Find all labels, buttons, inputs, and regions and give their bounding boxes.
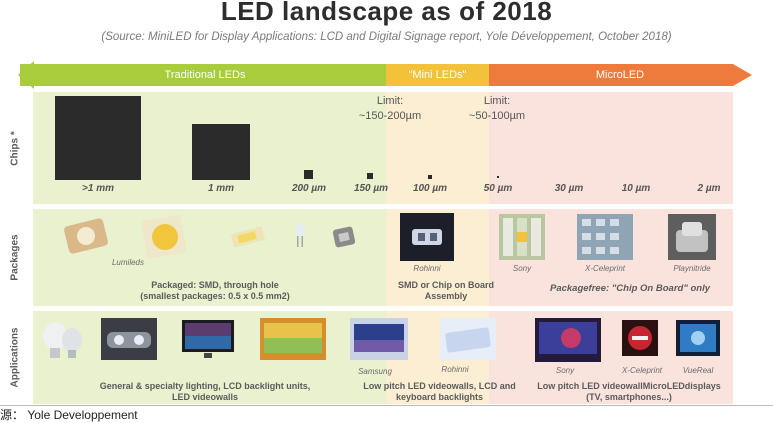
small-package-image bbox=[332, 226, 356, 248]
through-hole-led-image bbox=[295, 223, 305, 247]
limit-micro: Limit: ~50-100µm bbox=[468, 95, 526, 122]
chip-1mm bbox=[192, 124, 250, 180]
tv-image bbox=[182, 320, 234, 358]
chip-size-label: 1 mm bbox=[207, 183, 235, 194]
videowall-image bbox=[260, 318, 326, 360]
chips-zone-mini bbox=[386, 92, 489, 204]
label-traditional: Traditional LEDs bbox=[164, 69, 246, 81]
mini-videowall-image bbox=[350, 318, 408, 360]
smd-package-image bbox=[231, 226, 265, 248]
label-mini: "Mini LEDs" bbox=[408, 69, 467, 81]
application-caption: Rohinni bbox=[441, 365, 469, 374]
footer-source: 源： Yole Developpement bbox=[0, 408, 138, 422]
cob-package-image bbox=[141, 215, 187, 259]
chip-100um bbox=[428, 175, 432, 179]
package-caption: Sony bbox=[512, 264, 532, 273]
package-caption: Playnitride bbox=[673, 264, 711, 273]
label-micro: MicroLED bbox=[595, 69, 645, 81]
package-caption: Rohinni bbox=[413, 264, 441, 273]
arrow-right-head bbox=[733, 64, 752, 86]
micro-led-array-image bbox=[499, 214, 545, 260]
micro-led-display-image bbox=[622, 320, 658, 356]
micro-led-chip-image bbox=[668, 214, 716, 260]
chip-size-label: >1 mm bbox=[82, 183, 114, 194]
chip-1mm-plus bbox=[55, 96, 141, 180]
source-citation: (Source: MiniLED for Display Application… bbox=[101, 31, 672, 43]
mini-led-package-image bbox=[400, 213, 454, 261]
chip-size-label: 200 µm bbox=[291, 183, 327, 194]
applications-desc-micro: Low pitch LED videowallMicroLEDdisplays … bbox=[537, 381, 721, 402]
footer-divider bbox=[0, 405, 773, 406]
chip-200um bbox=[304, 170, 313, 179]
chip-size-label: 10 µm bbox=[621, 183, 651, 194]
package-caption: X-Celeprint bbox=[584, 264, 625, 273]
chip-size-label: 150 µm bbox=[353, 183, 389, 194]
micro-led-panel-image bbox=[676, 320, 720, 356]
keyboard-backlight-image bbox=[440, 318, 496, 360]
led-package-image bbox=[64, 218, 108, 254]
bar-traditional bbox=[20, 64, 386, 86]
row-label-applications: Applications bbox=[9, 327, 21, 388]
micro-led-grid-image bbox=[577, 214, 633, 260]
package-caption: Lumileds bbox=[111, 258, 144, 267]
applications-desc-mini: Low pitch LED videowalls, LCD and keyboa… bbox=[363, 381, 516, 402]
application-caption: VueReal bbox=[682, 366, 714, 375]
lightbulb-image bbox=[43, 322, 82, 358]
diagram-title: LED landscape as of 2018 bbox=[220, 0, 553, 26]
chip-150um bbox=[367, 173, 373, 179]
chips-zone-micro bbox=[489, 92, 733, 204]
bar-mini bbox=[386, 64, 489, 86]
packages-desc-mini: SMD or Chip on Board Assembly bbox=[398, 280, 494, 301]
packages-desc-micro: Packagefree: "Chip On Board" only bbox=[550, 283, 710, 294]
row-label-packages: Packages bbox=[9, 234, 21, 281]
micro-led-tv-image bbox=[535, 318, 601, 362]
limit-mini: Limit: ~150-200µm bbox=[358, 95, 422, 122]
chip-size-label: 50 µm bbox=[483, 183, 513, 194]
chip-size-label: 2 µm bbox=[697, 183, 721, 194]
chip-size-label: 100 µm bbox=[412, 183, 448, 194]
applications-desc-traditional: General & specialty lighting, LCD backli… bbox=[99, 381, 311, 402]
application-caption: X-Celeprint bbox=[621, 366, 662, 375]
car-headlight-image bbox=[101, 318, 157, 360]
application-caption: Sony bbox=[555, 366, 575, 375]
application-caption: Samsung bbox=[358, 367, 392, 376]
bar-micro bbox=[489, 64, 733, 86]
row-label-chips: Chips * bbox=[9, 130, 21, 166]
packages-desc-traditional: Packaged: SMD, through hole (smallest pa… bbox=[140, 280, 290, 301]
chip-size-label: 30 µm bbox=[554, 183, 584, 194]
chip-50um bbox=[497, 176, 499, 178]
